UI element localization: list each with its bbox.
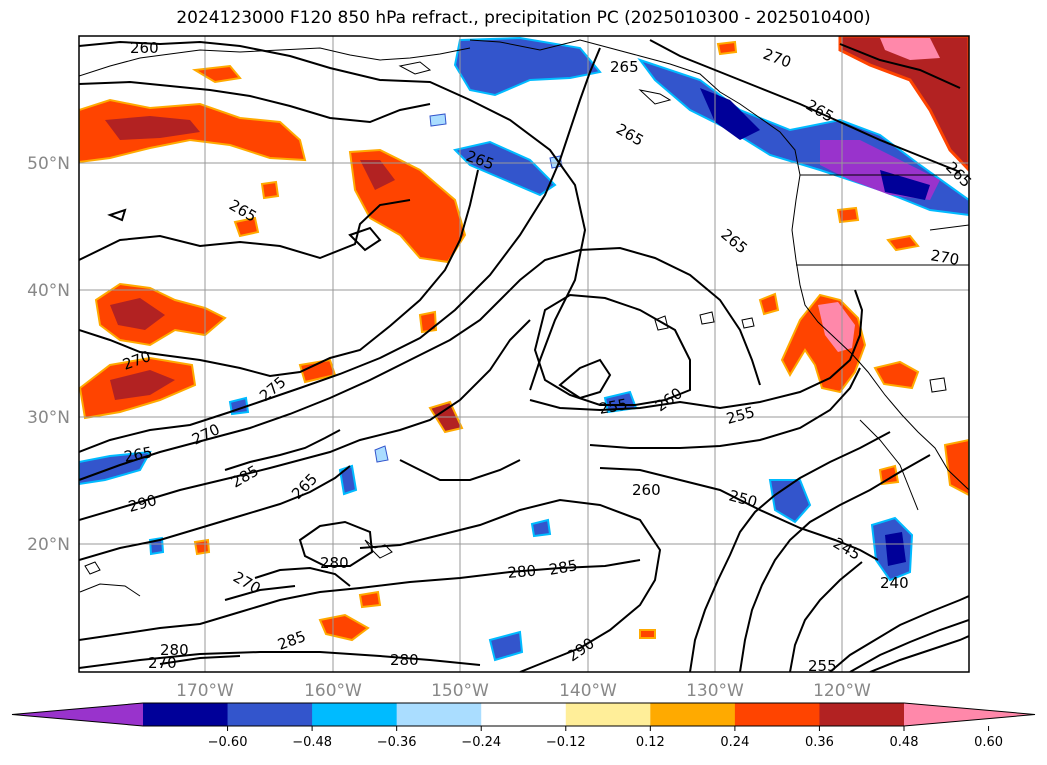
colorbar-tick-label: 0.36	[805, 735, 834, 750]
precip-area	[105, 116, 200, 140]
longitude-labels: 170°W 160°W 150°W 140°W 130°W 120°W	[176, 681, 871, 701]
precip-area	[639, 629, 656, 639]
precip-area	[418, 310, 438, 334]
colorbar-tick-label: 0.12	[636, 735, 665, 750]
lat-label: 40°N	[27, 281, 70, 301]
precip-area	[716, 40, 738, 56]
precip-area	[880, 170, 930, 200]
contour-label: 260	[632, 481, 661, 499]
colorbar-segment	[396, 703, 482, 726]
colorbar-tick-label: 0.24	[720, 735, 749, 750]
lon-label: 140°W	[559, 681, 617, 701]
contour-label: 265	[123, 443, 154, 466]
coastlines	[79, 39, 969, 559]
colorbar-tick-label: 0.60	[974, 735, 1003, 750]
precip-area	[374, 445, 389, 463]
colorbar-extension-low	[12, 703, 143, 726]
precip-negative-areas	[79, 36, 969, 662]
colorbar-extension-high	[904, 703, 1035, 726]
colorbar-segment	[819, 703, 905, 726]
lon-label: 150°W	[431, 681, 489, 701]
precip-area	[530, 518, 552, 538]
precip-area	[838, 36, 969, 173]
precip-area	[360, 160, 395, 190]
contour-label: 240	[880, 574, 909, 592]
lon-label: 170°W	[176, 681, 234, 701]
precip-area	[110, 298, 165, 330]
contour-label: 280	[390, 651, 419, 669]
lon-label: 120°W	[813, 681, 871, 701]
colorbar: −0.60 −0.48 −0.36 −0.24 −0.12 0.12 0.24 0.36 0.4…	[11, 702, 1036, 750]
precip-area	[885, 532, 906, 566]
precip-area	[818, 302, 855, 352]
contour-label: 270	[148, 654, 177, 672]
lat-label: 50°N	[27, 154, 70, 174]
refractivity-contours	[79, 39, 969, 672]
precip-area	[488, 630, 524, 662]
precip-area	[873, 360, 920, 390]
precip-area	[836, 206, 860, 224]
precip-area	[338, 464, 358, 496]
latitude-labels: 50°N 40°N 30°N 20°N	[27, 154, 70, 555]
colorbar-segment	[650, 703, 736, 726]
colorbar-tick-label: −0.12	[546, 735, 586, 750]
colorbar-tick-label: 0.48	[890, 735, 919, 750]
map-frame	[78, 35, 970, 673]
colorbar-tick-label: −0.24	[461, 735, 501, 750]
colorbar-tick-label: −0.48	[292, 735, 332, 750]
contour-label: 285	[548, 556, 579, 579]
colorbar-tick-label: −0.36	[377, 735, 417, 750]
contour-label: 255	[598, 395, 629, 418]
colorbar-segment	[227, 703, 313, 726]
precip-area	[429, 113, 447, 127]
colorbar-segment	[143, 703, 229, 726]
precip-area	[943, 438, 969, 497]
precip-area	[358, 590, 382, 609]
contour-label: 270	[929, 246, 960, 269]
contour-label: 280	[160, 641, 189, 659]
contour-label: 265	[610, 58, 639, 76]
precip-area	[880, 38, 940, 60]
precip-area	[878, 464, 900, 486]
precip-area	[233, 216, 260, 238]
precip-area	[318, 613, 370, 642]
colorbar-segment	[734, 703, 820, 726]
precip-area	[110, 370, 175, 400]
contour-label: 255	[808, 657, 837, 675]
precip-area	[886, 234, 920, 252]
lon-label: 160°W	[304, 681, 362, 701]
thin-contours	[79, 311, 947, 597]
contour-label: 260	[130, 39, 159, 57]
precip-area	[260, 180, 280, 200]
precip-area	[193, 538, 211, 556]
map-title: 2024123000 F120 850 hPa refract., precip…	[176, 8, 871, 28]
colorbar-segment	[481, 703, 567, 726]
colorbar-tick-label: −0.60	[208, 735, 248, 750]
precip-area	[191, 64, 242, 84]
contour-label: 280	[507, 562, 537, 582]
colorbar-segment	[565, 703, 651, 726]
lat-label: 20°N	[27, 535, 70, 555]
contour-label: 280	[320, 554, 349, 572]
precip-area	[758, 292, 780, 316]
precip-area	[453, 36, 602, 97]
lon-label: 130°W	[686, 681, 744, 701]
lat-label: 30°N	[27, 408, 70, 428]
colorbar-segment	[312, 703, 398, 726]
